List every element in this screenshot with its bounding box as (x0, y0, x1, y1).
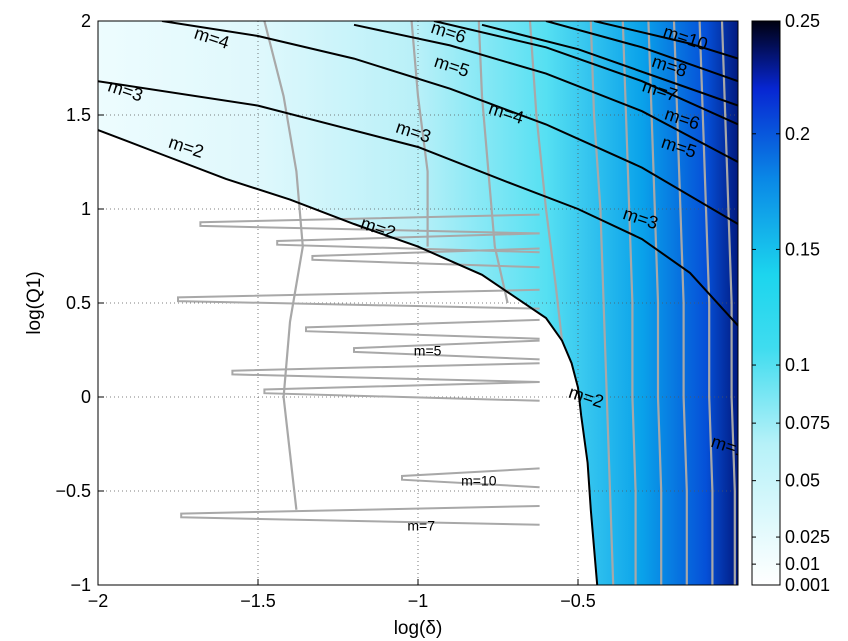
y-tick-label: −1 (70, 575, 91, 595)
grey-contour-line (589, 21, 615, 585)
colorbar-tick-label: 0.15 (785, 239, 820, 259)
black-contour-line (161, 21, 738, 225)
y-tick-label: 0 (81, 387, 91, 407)
grey-contours (177, 21, 736, 585)
contour-label: m=5 (414, 343, 442, 359)
colorbar-tick-label: 0.075 (785, 413, 830, 433)
grey-contour-line (720, 21, 736, 585)
grey-contour-spike (276, 232, 540, 254)
grey-contour-spike (231, 362, 540, 383)
x-axis-label: log(δ) (394, 618, 443, 639)
y-tick-label: 0.5 (66, 293, 91, 313)
contour-label: m=7 (407, 517, 435, 533)
plot-area: m=4m=3m=2m=6m=5m=4m=3m=2m=10m=8m=7m=6m=5… (98, 21, 738, 585)
colorbar-tick-label: 0.2 (785, 124, 810, 144)
grey-contour-line (528, 21, 564, 341)
black-contour-line (433, 21, 738, 126)
colorbar-tick-label: 0.025 (785, 527, 830, 547)
y-tick-label: 1 (81, 199, 91, 219)
grey-contour-line (410, 21, 429, 247)
colorbar-tick-label: 0.1 (785, 355, 810, 375)
black-contour-line (353, 23, 738, 163)
black-contour-line (98, 129, 599, 585)
grey-contour-spike (401, 467, 540, 489)
x-tick-label: −2 (88, 591, 109, 611)
grey-contour-line (647, 21, 663, 585)
grey-contour-line (621, 21, 637, 585)
y-tick-label: 2 (81, 11, 91, 31)
x-tick-label: −0.5 (560, 591, 596, 611)
y-axis: −1 −0.5 0 0.5 1 1.5 2 (55, 11, 104, 595)
grey-contour-line (263, 21, 304, 510)
black-contour-line (98, 80, 738, 327)
grey-contour-line (672, 21, 688, 585)
black-contour-line (481, 23, 738, 107)
x-tick-label: −1 (408, 591, 429, 611)
grey-contour-line (698, 21, 714, 585)
y-tick-label: −0.5 (55, 481, 91, 501)
contour-label: m=10 (461, 472, 497, 488)
y-axis-label: log(Q1) (24, 271, 45, 334)
grey-contour-spike (180, 505, 540, 526)
x-axis: −2 −1.5 −1 −0.5 (88, 579, 596, 611)
black-contour-line (545, 21, 738, 83)
colorbar-tick-label: 0.01 (785, 554, 820, 574)
grey-contour-spike (263, 381, 540, 402)
colorbar-tick-label: 0.25 (785, 11, 820, 31)
black-contour-line (593, 21, 738, 60)
grey-contour-spike (177, 288, 540, 310)
x-tick-label: −1.5 (240, 591, 276, 611)
colorbar-tick-label: 0.05 (785, 471, 820, 491)
grey-contour-spike (311, 247, 540, 269)
black-contours (98, 21, 738, 585)
y-tick-label: 1.5 (66, 105, 91, 125)
colored-field (98, 21, 738, 585)
colorbar-gradient (751, 20, 781, 586)
grey-contour-spike (305, 318, 540, 340)
colorbar-tick-label: 0.001 (785, 575, 830, 595)
grey-contour-spike (353, 339, 540, 361)
